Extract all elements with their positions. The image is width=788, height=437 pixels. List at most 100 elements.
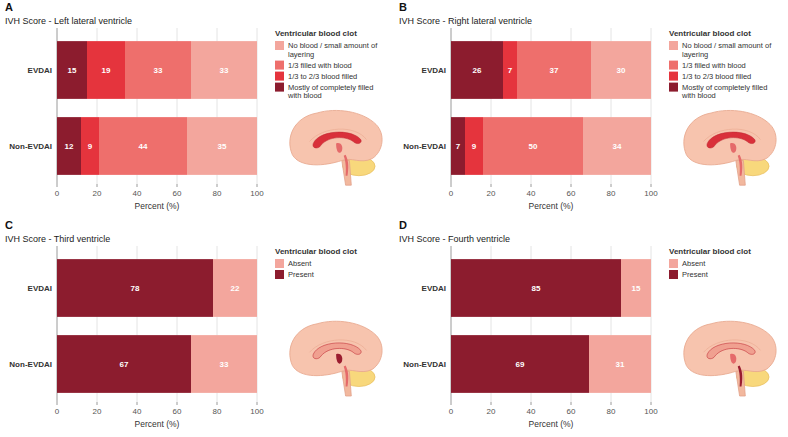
tick-label: 0 bbox=[55, 407, 60, 416]
tick-mark bbox=[217, 402, 218, 405]
bar-segment bbox=[187, 117, 257, 175]
tick-label: 100 bbox=[644, 189, 658, 198]
tick-label: 20 bbox=[487, 407, 496, 416]
legend-swatch bbox=[669, 41, 678, 50]
data-label: 35 bbox=[218, 142, 227, 151]
fourth-ventricle bbox=[738, 155, 743, 176]
brain-illustration bbox=[684, 321, 776, 396]
data-label: 67 bbox=[120, 360, 129, 369]
data-label: 34 bbox=[613, 142, 622, 151]
cerebrum bbox=[684, 321, 776, 375]
data-label: 9 bbox=[472, 142, 477, 151]
third-ventricle bbox=[730, 143, 736, 153]
legend-label: Mostly of completely filledwith blood bbox=[287, 83, 373, 101]
brain-illustration bbox=[684, 110, 776, 185]
data-label: 22 bbox=[231, 284, 240, 293]
axis-title: Percent (%) bbox=[135, 201, 180, 211]
legend-swatch bbox=[669, 72, 678, 81]
legend-swatch bbox=[275, 270, 284, 279]
tick-mark bbox=[97, 184, 98, 187]
legend-label: 1/3 to 2/3 blood filled bbox=[288, 72, 357, 81]
bar-segment bbox=[451, 41, 503, 99]
bars bbox=[451, 41, 651, 175]
tick-mark bbox=[451, 402, 452, 405]
legend-label: 1/3 to 2/3 blood filled bbox=[682, 72, 751, 81]
panel-letter: B bbox=[399, 1, 407, 13]
legend-swatch bbox=[275, 41, 284, 50]
axis-title: Percent (%) bbox=[529, 419, 574, 429]
bar-segment bbox=[451, 259, 621, 317]
bar-segment bbox=[589, 335, 651, 393]
data-label: 44 bbox=[139, 142, 148, 151]
bar-segment bbox=[503, 41, 517, 99]
axis-title: Percent (%) bbox=[135, 419, 180, 429]
bar-segment bbox=[87, 41, 125, 99]
legend-title: Ventricular blood clot bbox=[669, 29, 751, 38]
panel-letter: D bbox=[399, 219, 407, 231]
legend-label: No blood / small amount oflayering bbox=[288, 41, 378, 59]
tick-mark bbox=[451, 184, 452, 187]
panel: DIVH Score - Fourth ventricle02040608010… bbox=[399, 219, 776, 429]
bar-segment bbox=[451, 335, 589, 393]
cerebrum bbox=[290, 321, 382, 375]
fourth-ventricle bbox=[344, 366, 349, 387]
cerebrum bbox=[684, 110, 776, 164]
legend-swatch bbox=[669, 83, 678, 92]
bar-segment bbox=[57, 41, 87, 99]
bar-segment bbox=[125, 41, 191, 99]
tick-mark bbox=[611, 184, 612, 187]
legend-swatch bbox=[275, 61, 284, 70]
bar-labels: 85156931 bbox=[516, 284, 641, 369]
tick-label: 100 bbox=[250, 189, 264, 198]
data-label: 33 bbox=[220, 360, 229, 369]
tick-mark bbox=[651, 402, 652, 405]
tick-label: 100 bbox=[250, 407, 264, 416]
panel: AIVH Score - Left lateral ventricle02040… bbox=[5, 1, 382, 211]
legend-swatch bbox=[275, 72, 284, 81]
tick-mark bbox=[571, 184, 572, 187]
tick-label: 0 bbox=[449, 189, 454, 198]
tick-label: 80 bbox=[213, 189, 222, 198]
bars bbox=[57, 259, 257, 393]
legend-label: Mostly of completely filledwith blood bbox=[681, 83, 767, 101]
tick-mark bbox=[177, 402, 178, 405]
category-label: Non-EVDAI bbox=[9, 142, 52, 151]
tick-mark bbox=[611, 402, 612, 405]
category-label: Non-EVDAI bbox=[9, 360, 52, 369]
tick-label: 60 bbox=[567, 407, 576, 416]
data-label: 37 bbox=[550, 66, 559, 75]
tick-label: 60 bbox=[173, 189, 182, 198]
tick-label: 20 bbox=[93, 189, 102, 198]
legend-swatch bbox=[275, 83, 284, 92]
legend-label: Present bbox=[288, 270, 315, 279]
legend-label: 1/3 filled with blood bbox=[288, 61, 352, 70]
data-label: 9 bbox=[88, 142, 93, 151]
legend-swatch bbox=[669, 259, 678, 268]
bar-labels: 2673730795034 bbox=[456, 66, 626, 151]
panel-title: IVH Score - Left lateral ventricle bbox=[5, 16, 132, 26]
legend: Ventricular blood clotAbsentPresent bbox=[669, 247, 751, 279]
tick-mark bbox=[531, 184, 532, 187]
panel-letter: A bbox=[5, 1, 13, 13]
tick-mark bbox=[217, 184, 218, 187]
tick-mark bbox=[491, 402, 492, 405]
bar-segment bbox=[591, 41, 651, 99]
fourth-ventricle bbox=[344, 155, 349, 176]
figure: AIVH Score - Left lateral ventricle02040… bbox=[0, 0, 788, 437]
bar-segment bbox=[191, 41, 257, 99]
bar-segment bbox=[583, 117, 651, 175]
tick-mark bbox=[571, 402, 572, 405]
tick-label: 60 bbox=[173, 407, 182, 416]
data-label: 31 bbox=[616, 360, 625, 369]
data-label: 33 bbox=[154, 66, 163, 75]
tick-mark bbox=[137, 184, 138, 187]
legend: Ventricular blood clotNo blood / small a… bbox=[669, 29, 772, 100]
data-label: 69 bbox=[516, 360, 525, 369]
data-label: 33 bbox=[220, 66, 229, 75]
data-label: 15 bbox=[68, 66, 77, 75]
tick-label: 0 bbox=[55, 189, 60, 198]
bar-segment bbox=[99, 117, 187, 175]
data-label: 7 bbox=[456, 142, 461, 151]
bar-labels: 78226733 bbox=[120, 284, 240, 369]
tick-mark bbox=[57, 402, 58, 405]
